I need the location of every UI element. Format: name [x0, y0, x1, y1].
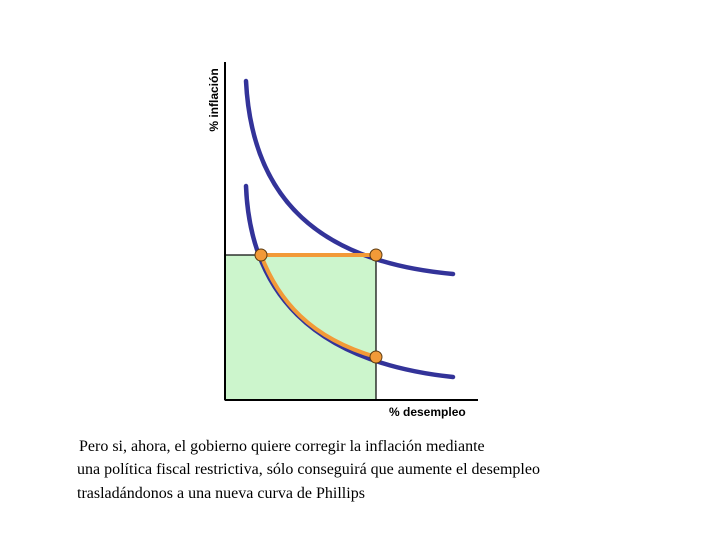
x-axis-label: % desempleo: [389, 405, 466, 419]
shaded-region: [224, 254, 377, 401]
y-axis-label: % inflación: [207, 68, 221, 132]
point-c: [369, 350, 383, 364]
caption-line-2: una política fiscal restrictiva, sólo co…: [77, 461, 540, 478]
movement-along-curve: [259, 253, 378, 359]
point-a: [254, 248, 268, 262]
phillips-curve-upper: [243, 78, 456, 277]
caption-line-1: Pero si, ahora, el gobierno quiere corre…: [79, 438, 485, 455]
caption-line-3: trasladándonos a una nueva curva de Phil…: [77, 485, 365, 502]
point-b: [369, 248, 383, 262]
